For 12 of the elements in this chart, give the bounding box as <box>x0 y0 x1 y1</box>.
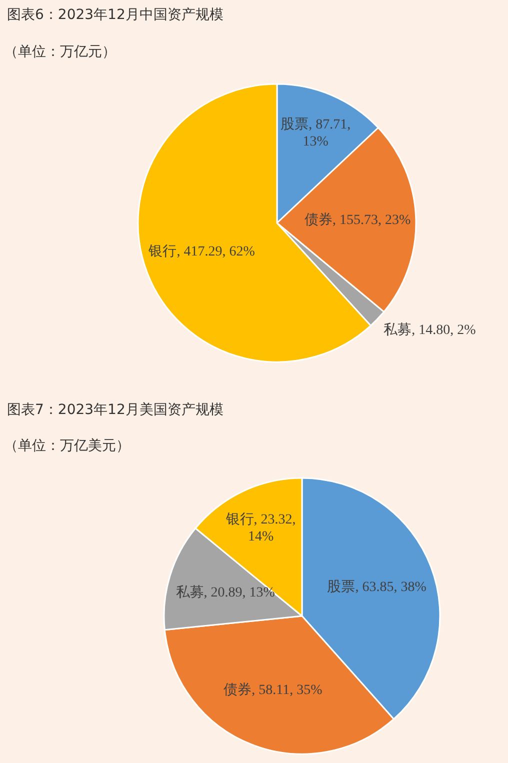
slice-label: 银行, 417.29, 62% <box>148 244 256 260</box>
slice-label: 股票, 87.71, 13% <box>280 116 351 150</box>
slice-label: 债券, 58.11, 35% <box>224 682 323 698</box>
chart-subtitle: （单位：万亿元） <box>4 44 116 60</box>
slice-label: 私募, 20.89, 13% <box>176 584 276 600</box>
slice-label: 银行, 23.32, 14% <box>224 512 296 545</box>
slice-label: 债券, 155.73, 23% <box>304 212 411 228</box>
slice-label: 私募, 14.80, 2% <box>384 322 476 338</box>
chart-subtitle: （单位：万亿美元） <box>4 438 130 454</box>
slice-label: 股票, 63.85, 38% <box>327 579 427 596</box>
chart-title: 图表6：2023年12月中国资产规模 <box>7 7 224 23</box>
chart-title: 图表7：2023年12月美国资产规模 <box>7 402 224 418</box>
